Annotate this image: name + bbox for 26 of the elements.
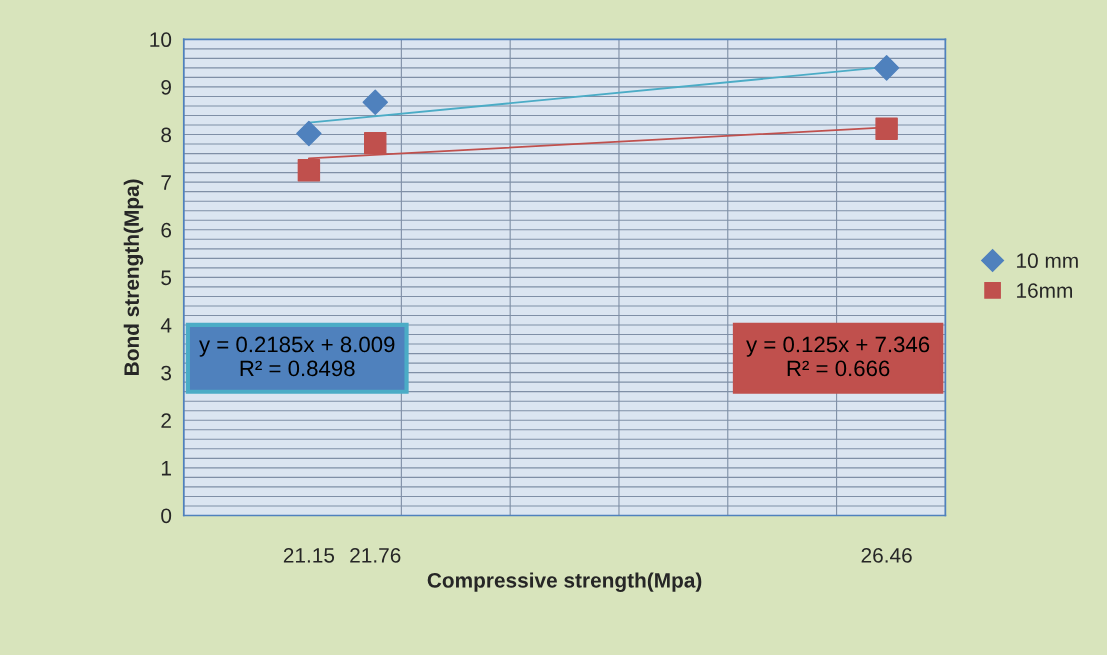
point	[873, 55, 900, 81]
x-tick-label: 21.15	[283, 547, 335, 563]
point	[296, 120, 322, 147]
y-tick-label: 5	[161, 270, 172, 286]
x-tick-label: 26.46	[861, 547, 912, 563]
y-tick-label: 0	[161, 508, 172, 524]
point	[364, 131, 387, 155]
y-axis-title: Bond strength(Mpa)	[123, 179, 144, 375]
y-tick-label: 7	[161, 175, 171, 190]
y-tick-label: 1	[161, 461, 171, 476]
y-tick-label: 3	[161, 365, 172, 381]
legend-label: 16mm	[1017, 283, 1072, 298]
y-tick-label: 9	[161, 79, 171, 95]
y-tick-label: 6	[161, 222, 172, 238]
y-tick-label: 8	[161, 127, 172, 143]
annotation: y = 0.125x + 7.346 R² = 0.666	[746, 336, 930, 377]
x-axis-title: Compressive strength(Mpa)	[427, 572, 702, 592]
y-tick-label: 4	[160, 318, 172, 333]
point	[297, 159, 321, 182]
y-tick-label: 10	[150, 32, 172, 48]
point	[362, 89, 388, 115]
legend-label: 10 mm	[1017, 253, 1078, 269]
annotation: y = 0.2185x + 8.009 R² = 0.8498	[199, 336, 395, 377]
x-tick-label: 21.76	[350, 547, 401, 563]
point	[875, 117, 898, 141]
y-tick-label: 2	[161, 413, 171, 428]
